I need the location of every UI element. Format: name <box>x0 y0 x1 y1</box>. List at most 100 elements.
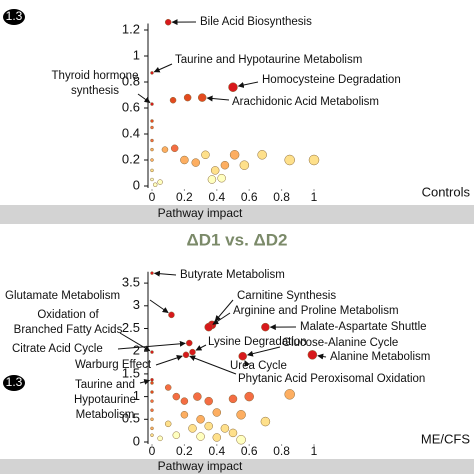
annotation-arrow <box>246 346 281 357</box>
point <box>238 351 247 361</box>
point <box>186 339 193 347</box>
annotation: Bile Acid Biosynthesis <box>200 16 312 28</box>
x-tick-label: 0.2 <box>176 190 193 204</box>
point <box>239 160 250 170</box>
annotation: Thyroid hormone <box>52 70 139 82</box>
panel-label: ME/CFS <box>421 431 470 446</box>
point <box>210 166 220 175</box>
annotation: Arginine and Proline Metabolism <box>233 305 399 317</box>
y-tick-label: 1 <box>133 47 140 62</box>
annotation: Oxidation of <box>37 309 99 321</box>
y-tick-label: 0.8 <box>122 73 140 88</box>
annotation-arrow <box>139 378 151 385</box>
annotation: Taurine and <box>75 379 135 391</box>
annotation: Alanine Metabolism <box>330 351 430 363</box>
point <box>236 410 246 420</box>
point <box>261 322 270 332</box>
point <box>169 96 177 104</box>
y-tick-label: 0 <box>133 177 140 192</box>
y-tick-label: 1.2 <box>122 21 140 36</box>
point <box>212 408 222 417</box>
point <box>150 102 154 106</box>
x-tick-label: 0.8 <box>273 190 290 204</box>
chart-title: ΔD1 vs. ΔD2 <box>187 230 288 249</box>
annotation-arrow <box>153 63 173 73</box>
point <box>204 396 213 406</box>
point <box>150 168 154 173</box>
y-tick-label: 1 <box>133 388 140 403</box>
point <box>193 392 202 401</box>
point <box>180 397 189 405</box>
point <box>228 394 238 404</box>
point <box>197 93 207 102</box>
annotation: Glutamate Metabolism <box>5 290 120 302</box>
point <box>150 426 154 431</box>
point <box>236 434 246 445</box>
y-tick-label: 2 <box>133 343 140 358</box>
point <box>284 154 295 166</box>
x-tick-label: 0 <box>149 190 156 204</box>
point <box>217 173 226 183</box>
annotation: Butyrate Metabolism <box>180 269 285 281</box>
point <box>229 150 240 160</box>
annotation-arrow <box>117 340 186 350</box>
point <box>164 420 172 428</box>
point <box>196 432 205 441</box>
y-tick-label: 0.4 <box>122 125 140 140</box>
point <box>150 399 154 403</box>
annotation-arrow <box>206 95 230 102</box>
x-tick-label: 0.6 <box>241 190 258 204</box>
point <box>182 351 190 359</box>
point <box>191 158 200 167</box>
annotation: Arachidonic Acid Metabolism <box>232 96 379 108</box>
annotation: Metabolism <box>76 409 135 421</box>
annotation-arrow <box>155 355 183 366</box>
point <box>244 391 254 402</box>
x-tick-label: 1 <box>311 190 318 204</box>
annotation: Urea Cycle <box>230 360 287 372</box>
threshold-label: 1.3 <box>6 375 23 389</box>
point <box>188 424 197 433</box>
point <box>150 119 154 123</box>
band <box>0 459 474 474</box>
point <box>157 179 163 185</box>
threshold-marker <box>3 9 25 25</box>
threshold-label: 1.3 <box>6 9 23 23</box>
y-tick-label: 0.2 <box>122 151 140 166</box>
annotation: Homocysteine Degradation <box>262 74 401 86</box>
point <box>170 144 179 153</box>
annotation-arrow <box>137 93 151 104</box>
point <box>196 415 205 424</box>
annotation-arrow <box>149 299 169 314</box>
band <box>0 205 474 224</box>
point <box>150 381 154 385</box>
point <box>307 350 318 360</box>
annotation: Citrate Acid Cycle <box>12 343 103 355</box>
point <box>168 311 175 319</box>
point <box>207 175 217 184</box>
y-tick-label: 0 <box>133 433 140 448</box>
point <box>201 150 210 160</box>
point <box>150 390 154 394</box>
annotation-arrow <box>317 353 327 360</box>
point <box>260 416 271 427</box>
point <box>150 417 154 422</box>
annotation-arrow <box>119 332 151 352</box>
point <box>150 177 154 182</box>
point <box>189 348 196 356</box>
annotation: Branched Fatty Acids <box>14 324 123 336</box>
point <box>180 411 189 419</box>
point <box>308 154 320 166</box>
point <box>150 271 154 275</box>
x-tick-label: 0.6 <box>241 444 258 458</box>
y-tick-label: 3 <box>133 297 140 312</box>
annotation: Lysine Degradation <box>208 336 307 348</box>
point <box>172 431 181 439</box>
point <box>150 408 154 412</box>
y-tick-label: 0.5 <box>122 411 140 426</box>
point <box>164 18 172 26</box>
point <box>183 93 192 102</box>
point <box>204 322 213 332</box>
annotation: Taurine and Hypotaurine Metabolism <box>175 54 362 66</box>
